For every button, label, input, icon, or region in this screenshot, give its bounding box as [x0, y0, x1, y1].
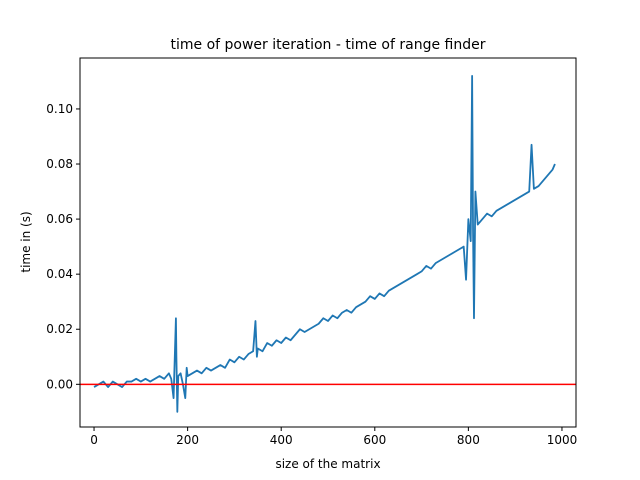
y-tick-label: 0.00 [46, 377, 73, 391]
y-tick-label: 0.04 [46, 267, 73, 281]
x-axis-label: size of the matrix [275, 457, 380, 471]
plot-frame [79, 57, 577, 428]
x-tick-label: 400 [270, 433, 293, 447]
y-tick-label: 0.06 [46, 212, 73, 226]
chart-title: time of power iteration - time of range … [171, 37, 486, 53]
y-axis-ticks: 0.00 0.02 0.04 0.06 0.08 0.10 [46, 102, 80, 391]
y-tick-label: 0.10 [46, 102, 73, 116]
x-axis-ticks: 0 200 400 600 800 1000 [90, 427, 577, 447]
y-axis-label: time in (s) [19, 211, 33, 272]
x-tick-label: 800 [457, 433, 480, 447]
plot-lines [80, 75, 576, 413]
x-tick-label: 0 [90, 433, 98, 447]
time-difference-line [93, 75, 556, 413]
x-tick-label: 1000 [547, 433, 578, 447]
x-tick-label: 600 [363, 433, 386, 447]
y-tick-label: 0.02 [46, 322, 73, 336]
x-tick-label: 200 [176, 433, 199, 447]
y-tick-label: 0.08 [46, 157, 73, 171]
